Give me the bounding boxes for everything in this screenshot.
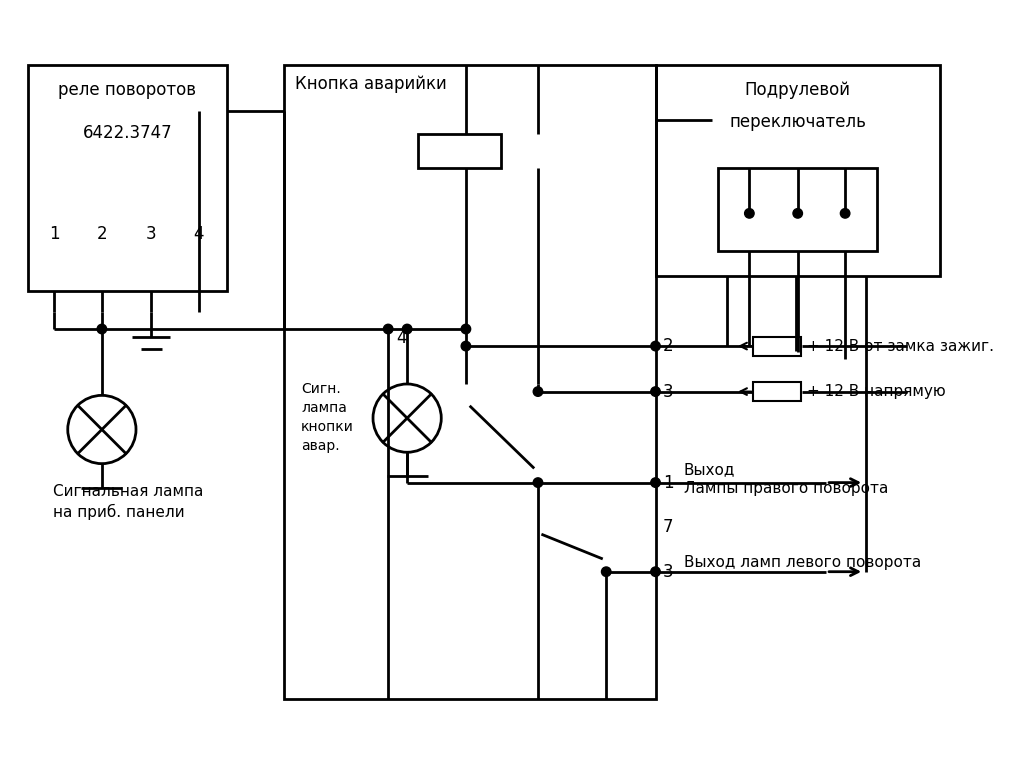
- Circle shape: [534, 387, 543, 396]
- Text: реле поворотов: реле поворотов: [58, 81, 197, 98]
- Text: 6422.3747: 6422.3747: [83, 124, 172, 142]
- Text: Кнопка аварийки: Кнопка аварийки: [295, 75, 447, 93]
- Text: Подрулевой: Подрулевой: [744, 81, 851, 98]
- Circle shape: [534, 478, 543, 488]
- Text: Сигнальная лампа: Сигнальная лампа: [52, 485, 203, 499]
- Text: 4: 4: [395, 329, 407, 346]
- Text: авар.: авар.: [301, 439, 340, 453]
- Text: 3: 3: [664, 382, 674, 401]
- Text: 4: 4: [194, 225, 204, 243]
- Bar: [718, 168, 878, 251]
- Text: 2: 2: [96, 225, 108, 243]
- Circle shape: [651, 478, 660, 488]
- Circle shape: [744, 209, 754, 218]
- Text: Лампы правого поворота: Лампы правого поворота: [684, 481, 889, 495]
- Text: Сигн.: Сигн.: [301, 382, 341, 396]
- Circle shape: [461, 341, 471, 351]
- Text: 3: 3: [145, 225, 157, 243]
- Circle shape: [651, 567, 660, 577]
- Circle shape: [402, 324, 412, 334]
- Bar: [418, 134, 501, 168]
- Circle shape: [841, 209, 850, 218]
- Text: 3: 3: [664, 563, 674, 581]
- Bar: [754, 382, 801, 401]
- Bar: [28, 65, 227, 291]
- Text: 7: 7: [664, 518, 674, 536]
- Text: 2: 2: [664, 337, 674, 355]
- Bar: [655, 65, 940, 276]
- Bar: [754, 336, 801, 356]
- Circle shape: [97, 324, 106, 334]
- Text: 1: 1: [664, 474, 674, 492]
- Circle shape: [651, 387, 660, 396]
- Text: кнопки: кнопки: [301, 420, 354, 434]
- Circle shape: [601, 567, 611, 577]
- Bar: [284, 65, 655, 699]
- Circle shape: [793, 209, 803, 218]
- Text: лампа: лампа: [301, 401, 347, 415]
- Text: Выход: Выход: [684, 462, 735, 477]
- Text: на приб. панели: на приб. панели: [52, 504, 184, 520]
- Text: Выход ламп левого поворота: Выход ламп левого поворота: [684, 554, 922, 570]
- Text: + 12 В напрямую: + 12 В напрямую: [807, 384, 946, 399]
- Circle shape: [461, 324, 471, 334]
- Text: переключатель: переключатель: [729, 113, 866, 131]
- Text: + 12 В от замка зажиг.: + 12 В от замка зажиг.: [807, 339, 994, 353]
- Circle shape: [651, 341, 660, 351]
- Text: 1: 1: [49, 225, 59, 243]
- Circle shape: [383, 324, 393, 334]
